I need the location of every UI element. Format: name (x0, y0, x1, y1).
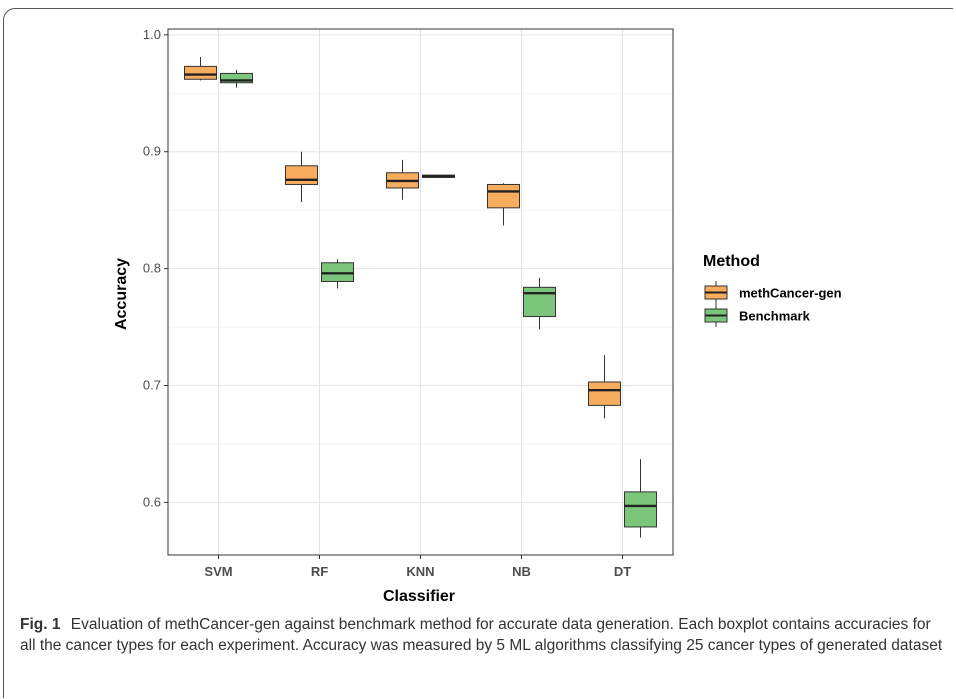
caption-text: Evaluation of methCancer-gen against ben… (20, 616, 943, 654)
y-tick-label: 0.6 (143, 494, 161, 509)
figure-frame (3, 8, 953, 698)
box-NB-methCancer-gen (487, 183, 520, 226)
iqr-box (624, 491, 657, 528)
x-axis-title: Classifier (383, 588, 455, 605)
y-tick-label: 1.0 (143, 27, 161, 42)
x-tick-label-DT: DT (614, 564, 631, 579)
box-SVM-methCancer-gen (184, 57, 217, 81)
boxplot-chart: 0.6 0.7 0.8 0.9 1.0 SVM RF KNN NB DT Classifier A… (113, 27, 842, 605)
y-tick-label: 0.9 (143, 144, 161, 159)
legend-label: methCancer-gen (739, 286, 842, 301)
x-tick-label-NB: NB (512, 564, 531, 579)
y-tick-label: 0.8 (143, 261, 161, 276)
x-tick-label-SVM: SVM (204, 564, 232, 579)
legend-item-methCancer-gen: methCancer-gen (704, 281, 842, 304)
legend-label: Benchmark (739, 309, 811, 324)
caption-label: Fig. 1 (20, 616, 61, 633)
box-RF-methCancer-gen (285, 151, 318, 202)
iqr-box (487, 183, 520, 209)
legend: methCancer-gen Benchmark (704, 281, 842, 327)
box-NB-Benchmark (523, 277, 556, 330)
legend-item-Benchmark: Benchmark (704, 304, 811, 327)
iqr-box (588, 381, 621, 406)
box-KNN-methCancer-gen (386, 159, 419, 200)
iqr-box (220, 72, 253, 84)
legend-title: Method (703, 253, 760, 270)
iqr-box (285, 165, 318, 185)
y-tick-label: 0.7 (143, 378, 161, 393)
box-SVM-Benchmark (220, 69, 253, 88)
y-axis-title: Accuracy (113, 258, 130, 330)
figure-caption: Fig. 1 Evaluation of methCancer-gen agai… (20, 614, 950, 656)
iqr-box (184, 65, 217, 80)
box-DT-Benchmark (624, 459, 657, 538)
box-DT-methCancer-gen (588, 355, 621, 419)
box-RF-Benchmark (321, 259, 354, 289)
x-tick-label-KNN: KNN (406, 564, 434, 579)
box-KNN-Benchmark (422, 174, 455, 178)
x-tick-label-RF: RF (311, 564, 328, 579)
iqr-box (523, 286, 556, 318)
